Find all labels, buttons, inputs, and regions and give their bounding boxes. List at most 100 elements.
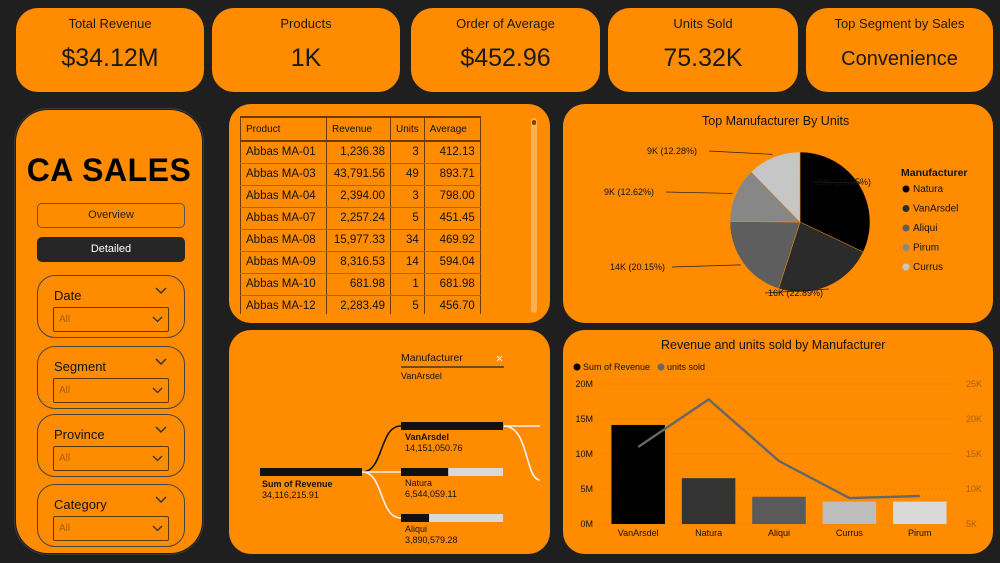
chevron-down-icon[interactable] [154, 357, 168, 367]
table-row[interactable]: Abbas MA-01 1,236.38 3 412.13 [240, 141, 481, 164]
table-row[interactable]: Abbas MA-12 2,283.49 5 456.70 [240, 295, 481, 314]
cell: 798.00 [423, 185, 481, 208]
table-row[interactable]: Abbas MA-03 43,791.56 49 893.71 [240, 163, 481, 186]
x-tick-label: VanArsdel [618, 528, 659, 538]
column-header[interactable]: Average [423, 116, 481, 142]
kpi-label: Products [280, 16, 332, 31]
detailed-button[interactable]: Detailed [37, 237, 185, 262]
pie-slice-currus[interactable] [750, 151, 801, 223]
chevron-down-icon[interactable] [154, 425, 168, 435]
cell: 5 [390, 207, 425, 230]
legend-item-vanarsdel[interactable]: VanArsdel [913, 204, 958, 215]
bar-aliqui[interactable] [752, 496, 806, 524]
chevron-down-icon [152, 525, 163, 532]
pie-leader-line [812, 181, 862, 184]
units-sold-line[interactable] [637, 397, 920, 500]
cell: 15,977.33 [326, 229, 391, 252]
node-bar-track [401, 468, 503, 476]
cell: 893.71 [423, 163, 481, 186]
overview-button[interactable]: Overview [37, 203, 185, 228]
pie-slice-aliqui[interactable] [729, 221, 801, 289]
kpi-label: Top Segment by Sales [834, 16, 965, 31]
kpi-label: Total Revenue [68, 16, 152, 31]
cell: 2,283.49 [326, 295, 391, 314]
pie-data-label: 9K (12.62%) [604, 187, 654, 197]
segment-dropdown[interactable]: All [53, 378, 169, 403]
legend-swatch [902, 244, 910, 251]
date-dropdown[interactable]: All [53, 307, 169, 332]
x-tick-label: Pirum [908, 528, 932, 538]
column-header[interactable]: Product [240, 116, 327, 142]
y-left-tick: 20M [575, 379, 593, 389]
legend-revenue: Sum of Revenue [583, 362, 650, 372]
table-row[interactable]: Abbas MA-08 15,977.33 34 469.92 [240, 229, 481, 252]
kpi-total-revenue: Total Revenue $34.12M [16, 8, 204, 92]
bar-natura[interactable] [681, 478, 736, 524]
table-row[interactable]: Abbas MA-09 8,316.53 14 594.04 [240, 251, 481, 274]
node-label: Natura [405, 478, 432, 488]
node-bar-aliqui[interactable] [401, 514, 430, 522]
y-left-tick: 15M [575, 414, 593, 424]
x-tick-label: Aliqui [768, 528, 790, 538]
chevron-down-icon [152, 387, 163, 394]
pie-chart-panel: Top Manufacturer By Units 23K (32.05%) 16… [563, 104, 993, 323]
cell: 2,257.24 [326, 207, 391, 230]
chevron-down-icon[interactable] [154, 495, 168, 505]
node-value: 14,151,050.76 [405, 443, 463, 453]
x-tick-label: Currus [836, 528, 864, 538]
legend-item-natura[interactable]: Natura [913, 184, 943, 195]
pie-legend-title: Manufacturer [901, 167, 968, 179]
column-header[interactable]: Revenue [326, 116, 391, 142]
slicer-title: Segment [54, 359, 107, 374]
province-dropdown[interactable]: All [53, 446, 169, 471]
node-bar-vanarsdel[interactable] [401, 422, 503, 430]
kpi-label: Units Sold [673, 16, 733, 31]
y-left-tick: 0M [580, 519, 593, 529]
legend-item-pirum[interactable]: Pirum [913, 243, 939, 254]
cell: 1,236.38 [326, 141, 391, 164]
table-scrollbar[interactable] [531, 118, 537, 313]
legend-item-aliqui[interactable]: Aliqui [913, 223, 937, 234]
bar-vanarsdel[interactable] [611, 424, 665, 524]
node-value: 6,544,059.11 [405, 489, 457, 499]
revenue-units-chart-panel: Revenue and units sold by Manufacturer S… [563, 330, 993, 554]
chevron-down-icon[interactable] [154, 286, 168, 296]
category-dropdown[interactable]: All [53, 516, 169, 541]
table-row[interactable]: Abbas MA-04 2,394.00 3 798.00 [240, 185, 481, 208]
dropdown-value: All [59, 453, 71, 464]
root-label: Sum of Revenue [262, 479, 333, 489]
table-row[interactable]: Abbas MA-07 2,257.24 5 451.45 [240, 207, 481, 230]
table-row[interactable]: Abbas MA-10 681.98 1 681.98 [240, 273, 481, 296]
column-header[interactable]: Units [390, 116, 425, 142]
legend-item-currus[interactable]: Currus [913, 262, 943, 273]
cell: 451.45 [423, 207, 481, 230]
dropdown-value: All [59, 385, 71, 396]
cell: Abbas MA-07 [240, 207, 327, 230]
bar-currus[interactable] [822, 501, 877, 524]
close-icon[interactable] [496, 355, 503, 362]
cell: Abbas MA-03 [240, 163, 327, 186]
node-label: Aliqui [405, 524, 427, 534]
cell: Abbas MA-01 [240, 141, 327, 164]
segment-slicer: Segment All [37, 346, 185, 409]
pie-leader-line [665, 191, 733, 194]
slicer-title: Category [54, 497, 107, 512]
y-right-tick: 10K [966, 484, 982, 494]
chart-legend: Sum of Revenue units sold [573, 362, 705, 372]
cell: 34 [390, 229, 425, 252]
pie-slice-vanarsdel[interactable] [778, 221, 864, 293]
kpi-value: Convenience [841, 48, 958, 70]
y-right-tick: 5K [966, 519, 977, 529]
root-bar[interactable] [260, 468, 362, 476]
table-header-row: Product Revenue Units Average [240, 116, 481, 142]
pie-slice-natura[interactable] [799, 151, 871, 253]
chevron-down-icon [152, 455, 163, 462]
node-bar-natura[interactable] [401, 468, 449, 476]
kpi-value: $452.96 [460, 44, 551, 72]
product-table: Product Revenue Units Average Abbas MA-0… [240, 116, 484, 314]
bar-pirum[interactable] [893, 501, 947, 524]
kpi-products: Products 1K [212, 8, 400, 92]
cell: 43,791.56 [326, 163, 391, 186]
date-slicer: Date All [37, 275, 185, 338]
cell: 594.04 [423, 251, 481, 274]
